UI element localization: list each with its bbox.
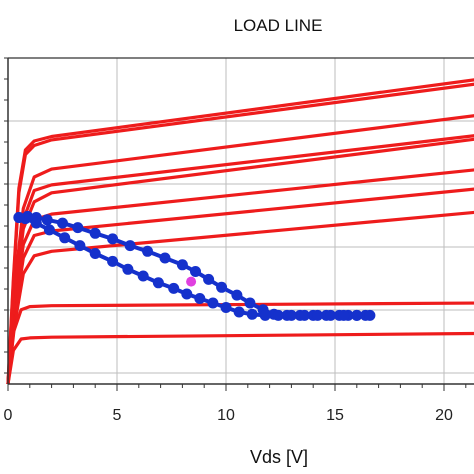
load-line-point <box>152 277 164 289</box>
load-line-point <box>244 297 256 309</box>
operating-point-marker <box>186 276 197 287</box>
load-line-point <box>74 240 86 252</box>
load-line-point <box>107 233 119 245</box>
load-line-point <box>43 224 55 236</box>
load-line-trace <box>13 210 376 321</box>
load-line-point <box>233 306 245 318</box>
load-line-point <box>364 309 376 321</box>
load-line-point <box>338 309 350 321</box>
load-line-point <box>137 270 149 282</box>
load-line-point <box>41 214 53 226</box>
characteristic-curve-4 <box>6 187 474 385</box>
load-line-path <box>18 214 372 318</box>
load-line-point <box>207 297 219 309</box>
output-characteristic-curves <box>6 78 474 385</box>
load-line-point <box>89 227 101 239</box>
plot-frame <box>7 57 474 385</box>
x-tick-label: 20 <box>435 407 453 424</box>
x-axis-label: Vds [V] <box>250 447 308 467</box>
load-line-point <box>299 309 310 321</box>
load-line-point <box>59 232 71 244</box>
x-tick-label: 5 <box>113 407 122 424</box>
load-line-point <box>57 217 68 229</box>
load-line-point <box>107 255 119 267</box>
axis-ticks: 0 5 10 15 20 <box>4 57 467 424</box>
load-line-point <box>89 248 101 259</box>
x-tick-label: 15 <box>326 407 344 424</box>
load-line-point <box>259 309 271 321</box>
load-line-point <box>272 309 284 321</box>
x-tick-label: 0 <box>4 407 13 424</box>
characteristic-curve-2 <box>6 331 474 385</box>
load-line-point <box>246 308 258 320</box>
load-line-point <box>194 293 206 304</box>
characteristic-curve-6 <box>6 137 474 385</box>
load-line-point <box>216 281 228 293</box>
characteristic-curve-5 <box>6 168 474 385</box>
load-line-point <box>351 309 363 321</box>
x-tick-label: 10 <box>217 407 235 424</box>
load-line-point <box>159 252 171 264</box>
load-line-point <box>124 240 136 252</box>
load-line-point <box>220 302 232 313</box>
load-line-point <box>203 273 215 285</box>
load-line-point <box>325 309 337 321</box>
load-line-point <box>176 259 188 271</box>
characteristic-curve-7 <box>6 134 474 385</box>
load-line-point <box>72 222 84 234</box>
load-line-point <box>231 289 243 301</box>
load-line-point <box>168 282 180 294</box>
characteristic-curve-10 <box>6 78 474 385</box>
load-line-point <box>122 263 134 275</box>
chart-title: LOAD LINE <box>234 16 323 35</box>
load-line-point <box>190 266 201 277</box>
load-line-point <box>181 288 193 300</box>
load-line-point <box>142 245 153 257</box>
load-line-point <box>285 309 297 321</box>
load-line-point <box>312 309 324 321</box>
load-line-point <box>13 212 25 223</box>
load-line-point <box>30 217 42 229</box>
